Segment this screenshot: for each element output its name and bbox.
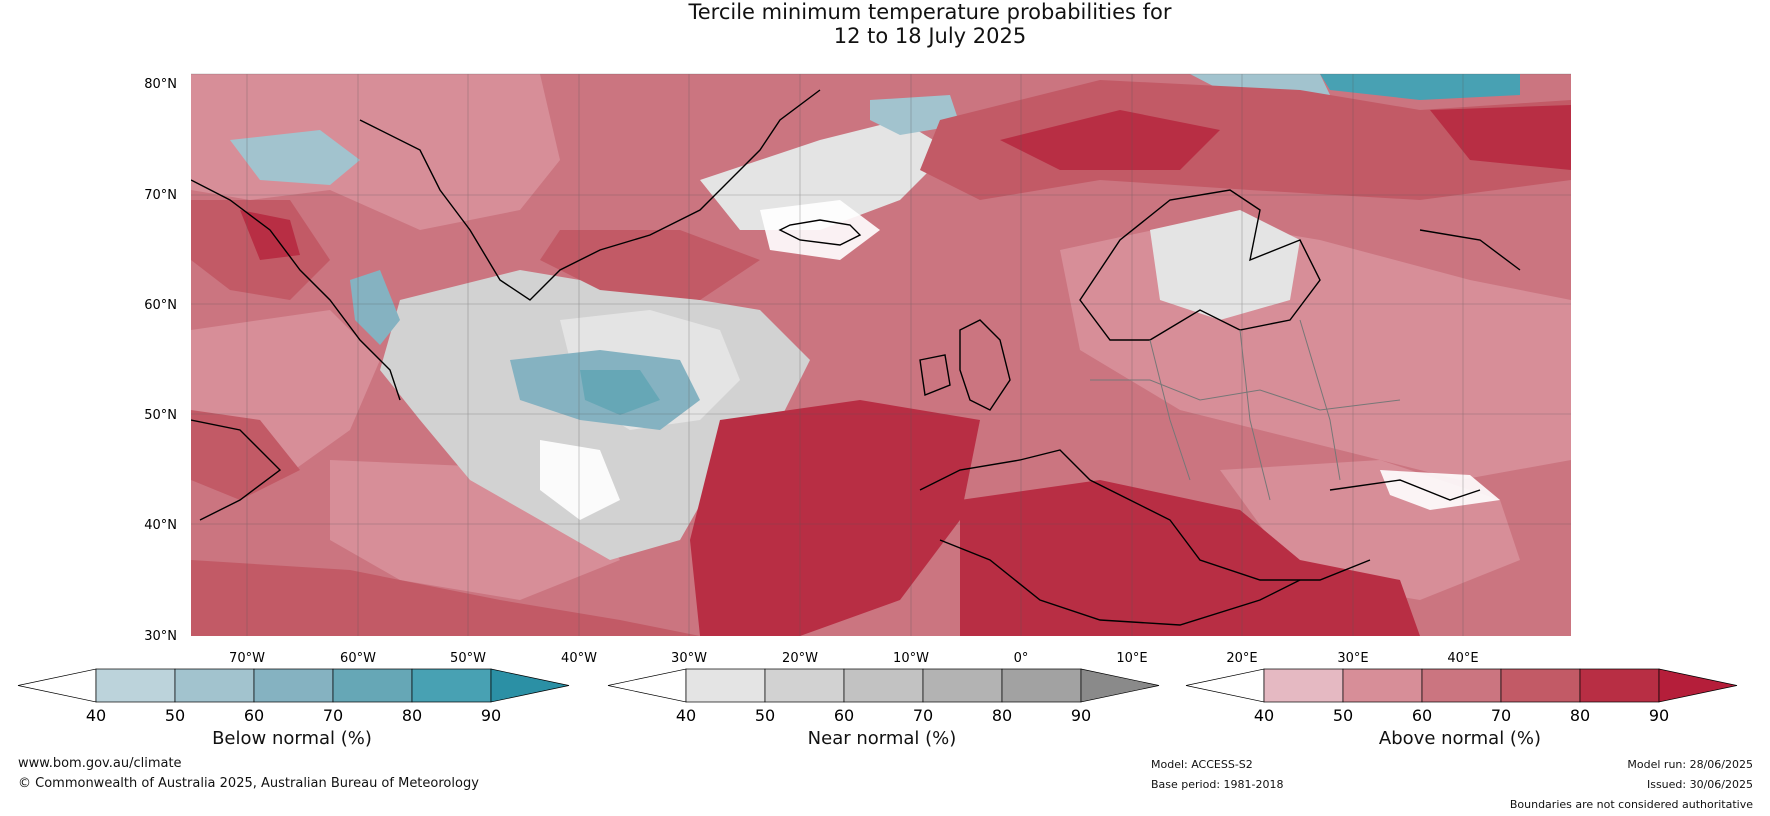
below-normal-tick: 70 [323, 706, 343, 725]
above-normal-label: Above normal (%) [1378, 728, 1542, 749]
below-normal-segment [332, 668, 413, 703]
lat-tick: 40°N [144, 518, 177, 533]
disclaimer-text: Boundaries are not considered authoritat… [1509, 798, 1753, 811]
above-normal-tick: 40 [1254, 706, 1274, 725]
above-normal-segment [1500, 668, 1581, 703]
title-line-1: Tercile minimum temperature probabilitie… [688, 0, 1172, 24]
model-run-text: Model run: 28/06/2025 [1627, 758, 1753, 771]
latitude-ticks: 80°N 70°N 60°N 50°N 40°N 30°N [144, 77, 177, 644]
lon-tick: 30°W [671, 651, 707, 666]
model-text: Model: ACCESS-S2 [1151, 758, 1253, 771]
below-normal-extend-low [17, 668, 97, 703]
lat-tick: 50°N [144, 408, 177, 423]
lat-tick: 80°N [144, 77, 177, 92]
near-normal-tick: 40 [676, 706, 696, 725]
lon-tick: 70°W [229, 651, 265, 666]
below-normal-tick: 90 [481, 706, 501, 725]
near-normal-tick: 90 [1071, 706, 1091, 725]
below-normal-tick: 60 [244, 706, 264, 725]
above-normal-extend-high [1658, 668, 1738, 703]
lat-tick: 60°N [144, 298, 177, 313]
above-normal-tick: 60 [1412, 706, 1432, 725]
lon-tick: 40°W [561, 651, 597, 666]
lon-tick: 10°W [893, 651, 929, 666]
above-normal-tick: 50 [1333, 706, 1353, 725]
above-normal-tick: 70 [1491, 706, 1511, 725]
near-normal-segment [685, 668, 766, 703]
below-normal-label: Below normal (%) [212, 728, 372, 749]
lon-tick: 40°E [1447, 651, 1478, 666]
near-normal-tick: 80 [992, 706, 1012, 725]
coastlines [191, 89, 1521, 626]
above-normal-segment [1263, 668, 1344, 703]
title-line-2: 12 to 18 July 2025 [833, 24, 1027, 48]
lon-tick: 20°W [782, 651, 818, 666]
lat-tick: 70°N [144, 188, 177, 203]
lon-tick: 10°E [1116, 651, 1147, 666]
near-normal-tick: 50 [755, 706, 775, 725]
above-normal-tick: 80 [1570, 706, 1590, 725]
near-normal-segment [764, 668, 845, 703]
longitude-ticks: 70°W 60°W 50°W 40°W 30°W 20°W 10°W 0° 10… [229, 651, 1479, 666]
base-period-text: Base period: 1981-2018 [1151, 778, 1284, 791]
above-normal-extend-low [1185, 668, 1265, 703]
near-normal-label: Near normal (%) [807, 728, 957, 749]
below-normal-segment [253, 668, 334, 703]
map-title: Tercile minimum temperature probabilitie… [0, 0, 1770, 48]
copyright-text: © Commonwealth of Australia 2025, Austra… [18, 776, 479, 791]
near-normal-extend-high [1080, 668, 1160, 703]
near-normal-segment [843, 668, 924, 703]
below-normal-extend-high [490, 668, 570, 703]
below-normal-tick: 80 [402, 706, 422, 725]
below-normal-segment [411, 668, 492, 703]
below-normal-tick: 50 [165, 706, 185, 725]
colorbars: 40 50 60 70 80 90 40 50 60 70 80 90 40 50 60 70 80 90 [17, 668, 1738, 725]
near-normal-extend-low [607, 668, 687, 703]
above-normal-tick: 90 [1649, 706, 1669, 725]
lon-tick: 30°E [1337, 651, 1368, 666]
lon-tick: 0° [1014, 651, 1029, 666]
below-normal-segment [174, 668, 255, 703]
lon-tick: 50°W [450, 651, 486, 666]
issued-text: Issued: 30/06/2025 [1646, 778, 1753, 791]
graticule [191, 73, 1571, 636]
below-normal-tick: 40 [86, 706, 106, 725]
website-link[interactable]: www.bom.gov.au/climate [18, 756, 182, 771]
above-normal-segment [1579, 668, 1660, 703]
near-normal-segment [922, 668, 1003, 703]
below-normal-segment [95, 668, 176, 703]
lon-tick: 20°E [1226, 651, 1257, 666]
probability-field [191, 74, 1571, 636]
near-normal-segment [1001, 668, 1082, 703]
lon-tick: 60°W [340, 651, 376, 666]
near-normal-tick: 70 [913, 706, 933, 725]
lat-tick: 30°N [144, 629, 177, 644]
near-normal-tick: 60 [834, 706, 854, 725]
country-borders [1090, 319, 1401, 501]
above-normal-segment [1421, 668, 1502, 703]
above-normal-segment [1342, 668, 1423, 703]
